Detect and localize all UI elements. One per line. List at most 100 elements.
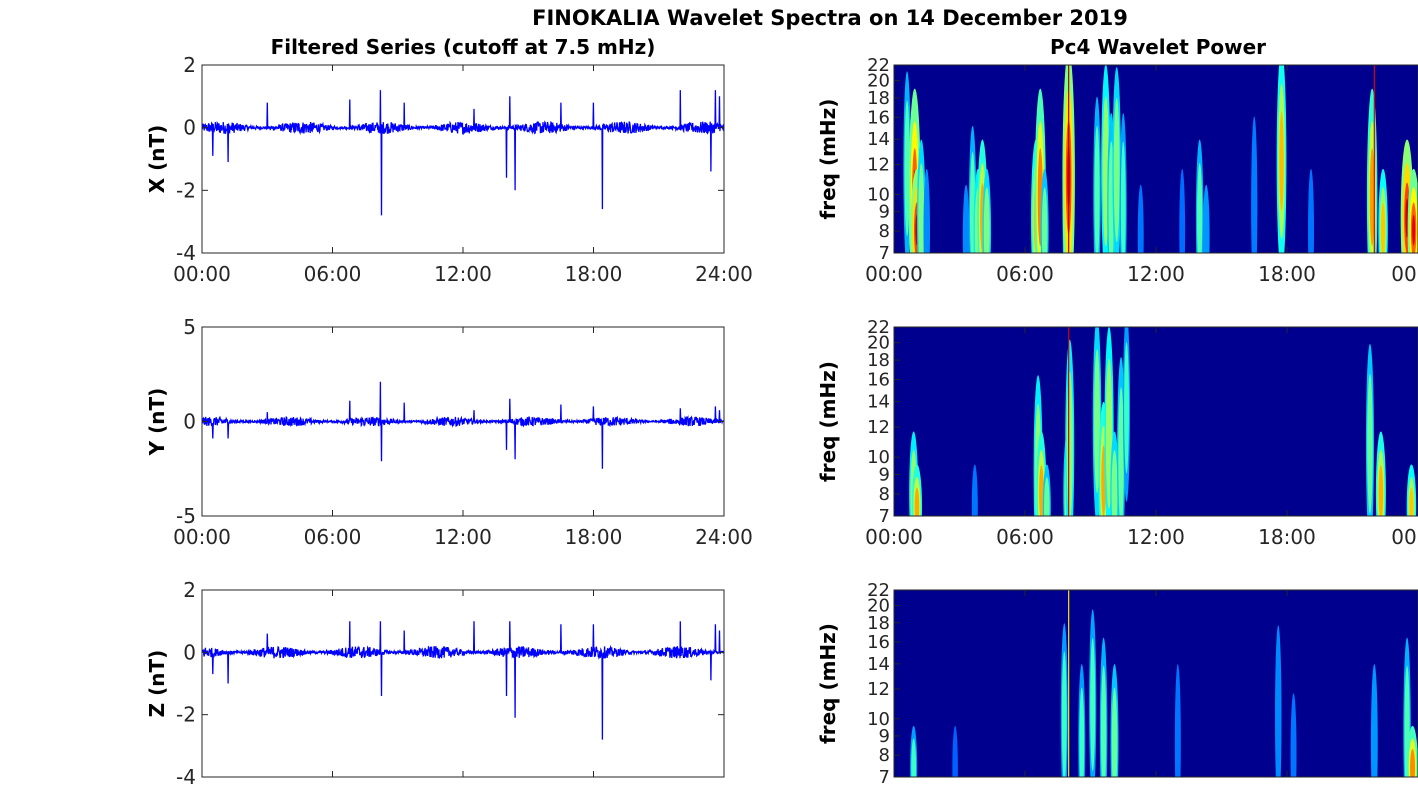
power-burst [1111, 687, 1118, 777]
y-tick-label: 8 [879, 745, 890, 766]
plot-area [202, 65, 724, 253]
power-burst [1100, 665, 1107, 777]
series-panel-2: -5 0 5 00:00 06:00 12:00 18:00 24:00 Y (nT) [145, 315, 753, 549]
y-axis-label: freq (mHz) [816, 361, 840, 482]
spectrogram-background [894, 327, 1418, 516]
y-tick-label: 9 [879, 465, 890, 486]
y-tick-label: 12 [867, 417, 890, 438]
x-tick-label: 00:00 [865, 525, 923, 549]
y-tick-label: 14 [867, 129, 890, 150]
power-burst [1369, 148, 1375, 246]
power-burst [1094, 349, 1101, 494]
x-tick-label: 24:00 [695, 262, 753, 286]
power-burst [918, 163, 925, 253]
x-tick-label: 06:00 [304, 262, 362, 286]
y-tick-label: 9 [879, 202, 890, 223]
x-tick-label: 00:00 [865, 262, 923, 286]
power-bursts [910, 590, 1418, 777]
power-burst [1412, 214, 1416, 246]
y-tick-label: 16 [867, 370, 890, 391]
y-axis-label: Z (nT) [145, 650, 169, 718]
y-tick-label: 9 [879, 726, 890, 747]
power-burst [1137, 184, 1144, 253]
x-tick-label: 12:00 [1127, 262, 1185, 286]
power-burst [1409, 487, 1414, 516]
y-tick-label: 5 [183, 315, 196, 339]
power-burst [904, 100, 910, 237]
y-tick-label: 20 [867, 71, 890, 92]
y-tick-label: 22 [867, 317, 890, 338]
power-burst [911, 738, 917, 777]
power-burst [1111, 449, 1118, 516]
y-tick-label: 0 [183, 116, 196, 140]
y-tick-label: 7 [879, 243, 890, 264]
y-axis-label: freq (mHz) [816, 623, 840, 744]
power-burst [1370, 664, 1378, 777]
y-tick-label: 18 [867, 613, 890, 634]
x-tick-label: 06:00 [996, 262, 1054, 286]
power-burst [962, 184, 970, 253]
plot-area [202, 590, 724, 777]
y-axis-label: freq (mHz) [816, 99, 840, 220]
power-burst [914, 487, 920, 516]
y-tick-label: 7 [879, 506, 890, 527]
power-burst [1174, 664, 1181, 777]
y-tick-label: 12 [867, 155, 890, 176]
power-burst [952, 725, 958, 777]
x-tick-label: 12:00 [1127, 525, 1185, 549]
y-tick-label: 2 [183, 578, 196, 602]
x-tick-label: 12:00 [434, 525, 492, 549]
figure-title: FINOKALIA Wavelet Spectra on 14 December… [532, 6, 1128, 30]
x-tick-label: 18:00 [565, 525, 623, 549]
y-tick-label: 20 [867, 596, 890, 617]
x-tick-label: 12:00 [434, 262, 492, 286]
y-tick-label: 0 [183, 640, 196, 664]
power-burst [1251, 116, 1258, 253]
x-tick-label: 18:00 [565, 262, 623, 286]
y-tick-label: 22 [867, 55, 890, 76]
power-burst [971, 464, 978, 516]
y-tick-label: 14 [867, 654, 890, 675]
y-tick-label: -2 [176, 703, 196, 727]
y-tick-label: 16 [867, 632, 890, 653]
power-burst [1090, 637, 1096, 772]
y-tick-label: 7 [879, 767, 890, 788]
x-tick-label: 18:00 [1258, 525, 1316, 549]
right-column-title: Pc4 Wavelet Power [1050, 35, 1266, 59]
y-axis-label: Y (nT) [145, 388, 169, 457]
power-bursts [903, 65, 1418, 253]
power-burst [1124, 341, 1129, 474]
x-tick-label: 00 [1391, 525, 1416, 549]
y-tick-label: -5 [176, 504, 196, 528]
y-tick-label: 10 [867, 709, 890, 730]
y-tick-label: 18 [867, 88, 890, 109]
y-tick-label: 8 [879, 484, 890, 505]
y-tick-label: 16 [867, 107, 890, 128]
x-tick-label: 00:00 [173, 262, 231, 286]
power-burst [1113, 98, 1120, 243]
power-burst [1202, 184, 1210, 253]
y-tick-label: 10 [867, 184, 890, 205]
x-tick-label: 18:00 [1258, 262, 1316, 286]
y-tick-label: 12 [867, 679, 890, 700]
spectrogram-background [894, 590, 1418, 777]
power-burst [1094, 125, 1100, 253]
series-panel-1: -4 -2 0 2 00:00 06:00 12:00 18:00 24:00 X (nT) [145, 53, 753, 286]
y-tick-label: 20 [867, 333, 890, 354]
left-column-title: Filtered Series (cutoff at 7.5 mHz) [271, 35, 656, 59]
power-burst [1308, 168, 1315, 253]
y-tick-label: 8 [879, 221, 890, 242]
power-bursts [909, 327, 1417, 516]
power-burst [1410, 748, 1416, 777]
power-burst [923, 168, 930, 253]
series-line [202, 621, 724, 740]
y-tick-label: -2 [176, 178, 196, 202]
x-tick-label: 06:00 [304, 525, 362, 549]
power-burst [1290, 693, 1297, 777]
power-burst [1197, 163, 1203, 253]
x-tick-label: 00 [1391, 262, 1416, 286]
y-tick-label: -4 [176, 765, 196, 788]
